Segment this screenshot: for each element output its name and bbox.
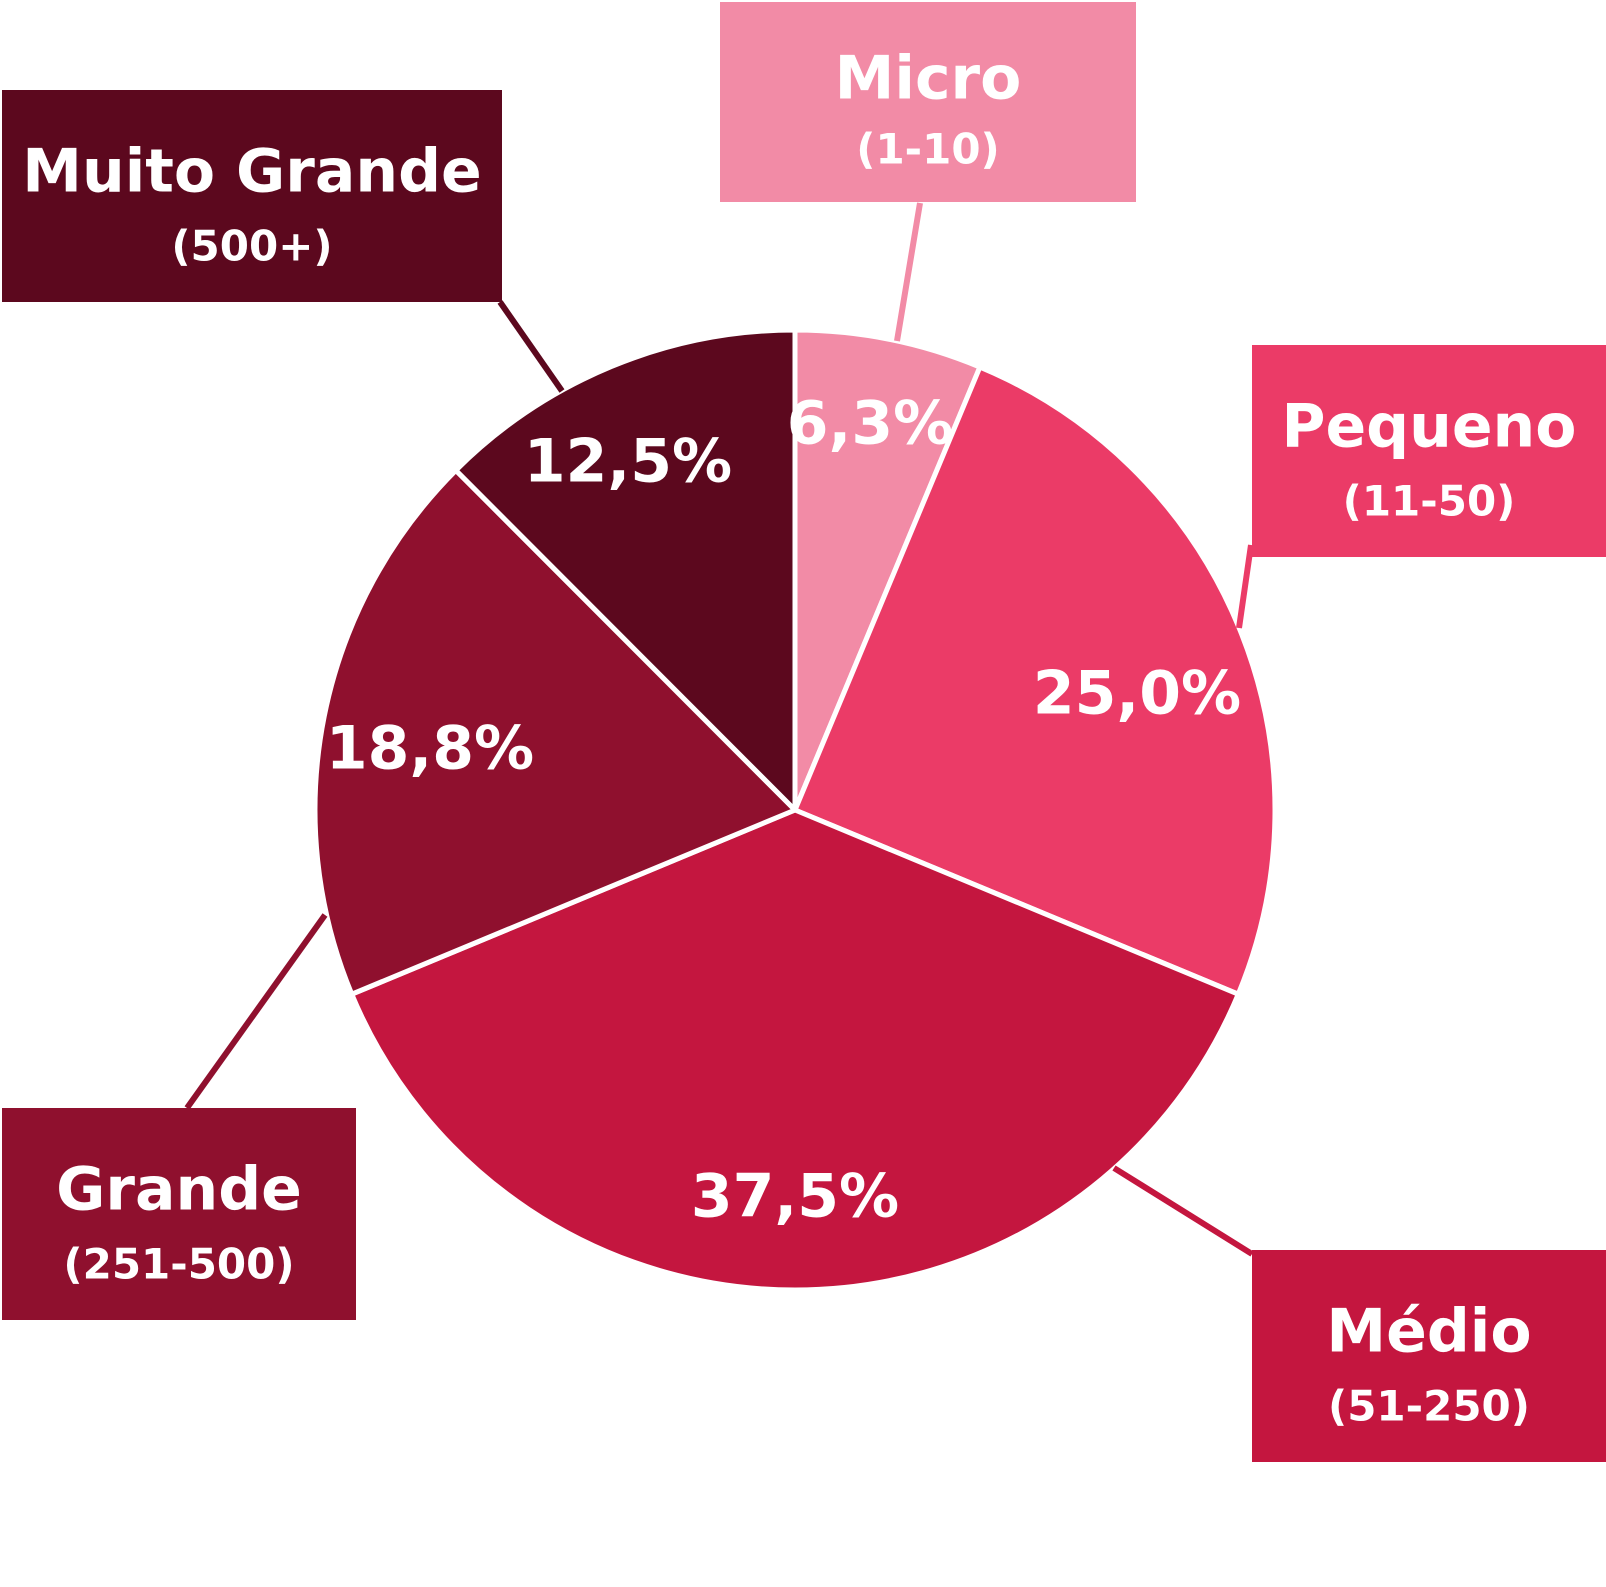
legend-name-muito-grande: Muito Grande	[22, 136, 481, 206]
leader-line-micro	[894, 202, 923, 342]
legend-range-pequeno: (11-50)	[1343, 477, 1516, 526]
label-box-grande: Grande (251-500)	[2, 1108, 356, 1320]
data-label-pequeno: 25,0%	[1033, 659, 1241, 729]
leader-line-grande	[184, 913, 328, 1110]
pie-slice-grande	[312, 467, 798, 997]
leader-lines	[184, 202, 1254, 1257]
label-box-bg-grande	[2, 1108, 356, 1320]
label-box-muito-grande: Muito Grande (500+)	[2, 90, 502, 302]
legend-name-grande: Grande	[56, 1154, 302, 1224]
category-label-boxes: Micro (1-10) Pequeno (11-50) Médio (51-250) Gr…	[2, 2, 1606, 1462]
label-box-medio: Médio (51-250)	[1252, 1250, 1606, 1462]
leader-line-medio	[1112, 1165, 1254, 1257]
label-box-bg-pequeno	[1252, 345, 1606, 557]
pie-slices	[312, 327, 1278, 1293]
legend-range-micro: (1-10)	[856, 125, 1000, 174]
legend-range-medio: (51-250)	[1328, 1382, 1530, 1431]
legend-name-micro: Micro	[835, 44, 1022, 114]
legend-range-grande: (251-500)	[63, 1240, 294, 1289]
leader-line-pequeno	[1236, 544, 1254, 629]
data-label-micro: 6,3%	[787, 389, 953, 459]
label-box-bg-medio	[1252, 1250, 1606, 1462]
pie-slice-muito-grande	[453, 327, 798, 813]
legend-range-muito-grande: (500+)	[171, 222, 332, 271]
pie-slice-medio	[349, 807, 1241, 1293]
label-box-bg-micro	[720, 2, 1136, 202]
legend-name-pequeno: Pequeno	[1282, 391, 1577, 461]
legend-name-medio: Médio	[1326, 1296, 1531, 1366]
data-label-muito-grande: 12,5%	[524, 427, 732, 497]
label-box-bg-muito-grande	[2, 90, 502, 302]
label-box-micro: Micro (1-10)	[720, 2, 1136, 202]
percentage-labels: 6,3% 25,0% 37,5% 18,8% 12,5%	[326, 389, 1241, 1232]
data-label-grande: 18,8%	[326, 714, 534, 784]
data-label-medio: 37,5%	[691, 1162, 899, 1232]
label-box-pequeno: Pequeno (11-50)	[1252, 345, 1606, 557]
pie-slice-micro	[792, 327, 983, 813]
leader-line-muito-grande	[497, 300, 565, 393]
